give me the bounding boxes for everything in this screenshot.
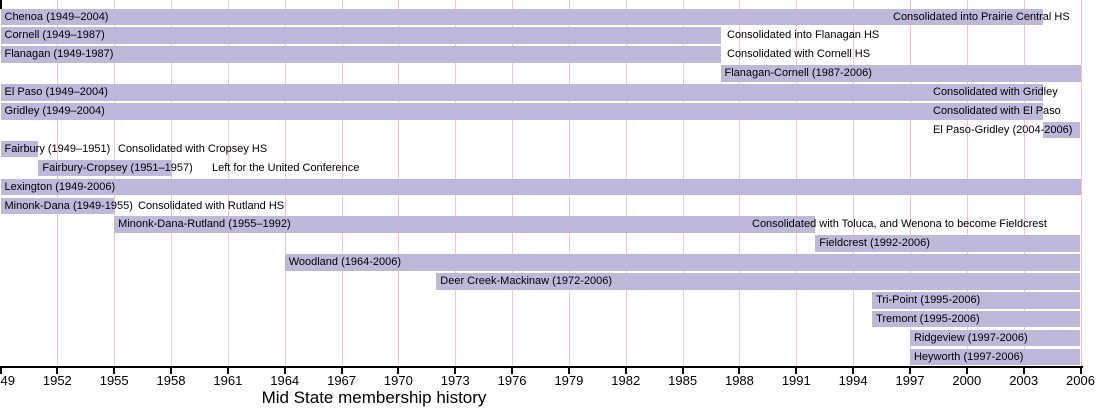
bar-label: El Paso-Gridley (2004-2006) [933, 123, 1073, 136]
timeline-bar [815, 235, 1081, 252]
timeline-bar [0, 8, 1043, 25]
axis-tick-mark [567, 368, 570, 374]
axis-tick-mark [624, 368, 627, 374]
axis-tick-mark [0, 368, 2, 374]
axis-tick-mark [738, 368, 741, 374]
axis-tick-mark [511, 368, 514, 374]
axis-tick-label: 1973 [440, 373, 470, 388]
axis-tick-mark [908, 368, 911, 374]
bar-note: Consolidated with Cropsey HS [118, 142, 268, 155]
axis-tick-label: 1958 [156, 373, 186, 388]
timeline-bar [0, 197, 115, 214]
bar-note: Consolidated into Prairie Central HS [893, 10, 1070, 23]
bar-note: Consolidated with Rutland HS [138, 199, 285, 212]
axis-tick-mark [852, 368, 855, 374]
axis-tick-label: 1994 [838, 373, 868, 388]
axis-tick-label: 1955 [99, 373, 129, 388]
bar-label: Chenoa (1949–2004) [4, 10, 109, 23]
axis-tick-mark [397, 368, 400, 374]
axis-tick-label: 1985 [668, 373, 698, 388]
bar-note: Consolidated with Toluca, and Wenona to … [752, 218, 1047, 231]
bar-label: Heyworth (1997-2006) [913, 350, 1024, 363]
bar-label: Tremont (1995-2006) [876, 312, 980, 325]
timeline-bar [720, 65, 1081, 82]
axis-tick-label: 2006 [1066, 373, 1095, 388]
axis-tick-mark [56, 368, 59, 374]
bar-label: Flanagan (1949-1987) [4, 48, 114, 61]
bar-label: Woodland (1964-2006) [288, 256, 402, 269]
bar-label: El Paso (1949–2004) [4, 86, 108, 99]
axis-tick-label: 1982 [611, 373, 641, 388]
timeline-bar [0, 27, 721, 44]
bar-label: Ridgeview (1997-2006) [913, 331, 1028, 344]
bar-label: Minonk-Dana-Rutland (1955–1992) [118, 218, 291, 231]
timeline-bar [0, 178, 1081, 196]
timeline-bar [0, 84, 1043, 101]
axis-tick-label: 1976 [497, 373, 527, 388]
axis-tick-label: 1964 [270, 373, 300, 388]
x-axis-line [0, 366, 1083, 368]
axis-tick-mark [226, 368, 229, 374]
axis-tick-label: 2000 [952, 373, 982, 388]
timeline-bar [872, 292, 1081, 309]
bar-note: Consolidated with El Paso [933, 105, 1061, 117]
axis-tick-mark [1079, 368, 1082, 374]
axis-tick-label: 1979 [554, 373, 584, 388]
axis-tick-label: 1967 [327, 373, 357, 388]
y-axis-spine [0, 0, 2, 9]
timeline-bar [436, 273, 1081, 290]
axis-tick-label: 1949 [0, 373, 15, 388]
timeline-bar [872, 310, 1081, 328]
bar-note: Consolidated with Gridley [933, 86, 1058, 99]
axis-tick-mark [965, 368, 968, 374]
axis-tick-label: 1952 [42, 373, 72, 388]
axis-tick-mark [170, 368, 173, 374]
axis-tick-mark [283, 368, 286, 374]
axis-tick-mark [340, 368, 343, 374]
bar-label: Tri-Point (1995-2006) [876, 294, 981, 306]
axis-tick-mark [795, 368, 798, 374]
timeline-bar [909, 329, 1081, 347]
bar-label: Fairbury-Cropsey (1951–1957) [42, 161, 193, 174]
chart-title: Mid State membership history [261, 388, 487, 407]
bar-note: Consolidated into Flanagan HS [727, 29, 880, 42]
bar-label: Gridley (1949–2004) [4, 105, 105, 117]
timeline-bar [38, 159, 172, 177]
axis-tick-mark [113, 368, 116, 374]
bar-label: Minonk-Dana (1949-1955) [4, 199, 133, 212]
bar-label: Flanagan-Cornell (1987-2006) [724, 67, 872, 80]
bar-label: Fieldcrest (1992-2006) [819, 237, 930, 250]
axis-tick-label: 1970 [383, 373, 413, 388]
timeline-bar [1042, 121, 1081, 139]
axis-tick-mark [1022, 368, 1025, 374]
axis-tick-label: 2003 [1009, 373, 1039, 388]
bar-note: Consolidated with Cornell HS [727, 48, 871, 61]
timeline-bar [0, 140, 39, 158]
timeline-bar [909, 348, 1081, 366]
axis-tick-label: 1988 [724, 373, 754, 388]
bar-label: Lexington (1949-2006) [4, 180, 116, 193]
grid-line [1080, 0, 1082, 366]
bar-note: Left for the United Conference [212, 161, 360, 174]
bar-label: Fairbury (1949–1951) [4, 142, 111, 155]
bar-label: Deer Creek-Mackinaw (1972-2006) [440, 275, 613, 288]
axis-tick-label: 1961 [213, 373, 243, 388]
axis-tick-mark [681, 368, 684, 374]
timeline-bar [0, 46, 721, 63]
bar-label: Cornell (1949–1987) [4, 29, 105, 42]
axis-tick-mark [454, 368, 457, 374]
axis-tick-label: 1997 [895, 373, 925, 388]
timeline-bar [114, 216, 816, 233]
timeline-bar [284, 254, 1081, 271]
axis-tick-label: 1991 [781, 373, 811, 388]
timeline-bar [0, 103, 1043, 120]
